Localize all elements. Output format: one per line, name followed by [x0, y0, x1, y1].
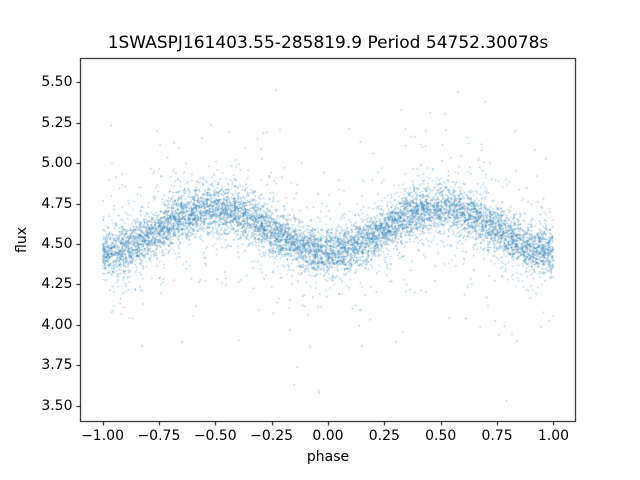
- x-tick-label: −0.25: [250, 428, 294, 444]
- x-tick-label: 0.00: [312, 428, 344, 444]
- x-tick-label: −0.75: [137, 428, 181, 444]
- x-tick-label: 0.50: [425, 428, 457, 444]
- y-tick-label: 5.25: [41, 114, 73, 131]
- y-tick-label: 5.00: [41, 155, 73, 172]
- x-axis-label: phase: [306, 449, 350, 465]
- y-tick-label: 4.75: [41, 195, 73, 212]
- y-tick-label: 5.50: [41, 74, 73, 91]
- y-tick-label: 4.00: [41, 316, 73, 333]
- x-tick-label: −1.00: [81, 428, 124, 444]
- x-tick-label: 0.25: [368, 428, 400, 444]
- y-tick-label: 3.50: [41, 397, 73, 414]
- x-tick-label: 1.00: [537, 428, 570, 444]
- y-tick-label: 4.25: [41, 276, 73, 293]
- chart-title: 1SWASPJ161403.55-285819.9 Period 54752.3…: [107, 33, 549, 53]
- y-tick-label: 4.50: [41, 236, 73, 253]
- x-tick-label: 0.75: [481, 428, 513, 444]
- x-tick-label: −0.50: [193, 428, 237, 444]
- y-tick-label: 3.75: [41, 357, 73, 374]
